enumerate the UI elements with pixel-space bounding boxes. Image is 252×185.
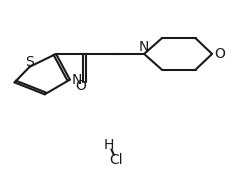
Text: S: S: [25, 55, 34, 69]
Text: N: N: [72, 73, 82, 87]
Text: Cl: Cl: [109, 152, 123, 166]
Text: H: H: [103, 138, 114, 152]
Text: N: N: [138, 40, 149, 54]
Text: O: O: [213, 47, 224, 61]
Text: O: O: [75, 79, 86, 93]
